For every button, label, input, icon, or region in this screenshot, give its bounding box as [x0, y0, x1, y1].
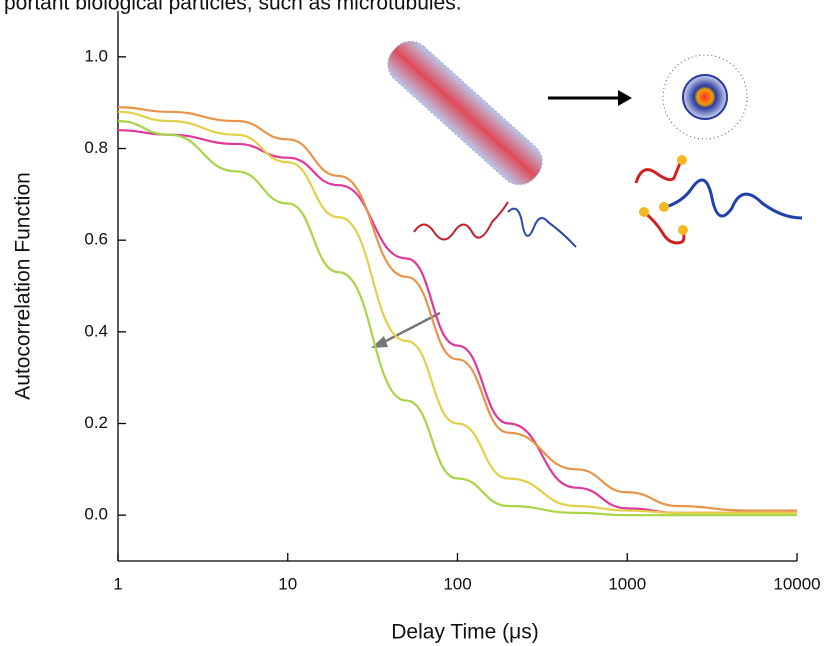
x-tick-label: 10	[278, 574, 297, 593]
y-axis-label: Autocorrelation Function	[12, 172, 35, 400]
illustration	[371, 40, 803, 348]
y-tick-label: 0.4	[84, 321, 108, 340]
series-line	[117, 106, 797, 512]
x-tick-label: 1000	[608, 574, 646, 593]
series-line	[117, 119, 797, 517]
x-tick-label: 100	[443, 574, 471, 593]
y-tick-label: 0.6	[84, 230, 108, 249]
x-axis-label: Delay Time (μs)	[391, 621, 538, 644]
series-line	[117, 110, 797, 514]
x-tick-label: 10000	[773, 574, 820, 593]
y-tick-label: 0.0	[84, 505, 108, 524]
y-tick-label: 1.0	[84, 46, 108, 65]
y-tick-label: 0.2	[84, 413, 108, 432]
y-tick-label: 0.8	[84, 138, 108, 157]
series-line	[117, 129, 797, 514]
chart-title: portant biological particles, such as mi…	[4, 0, 462, 15]
x-tick-label: 1	[113, 574, 122, 593]
